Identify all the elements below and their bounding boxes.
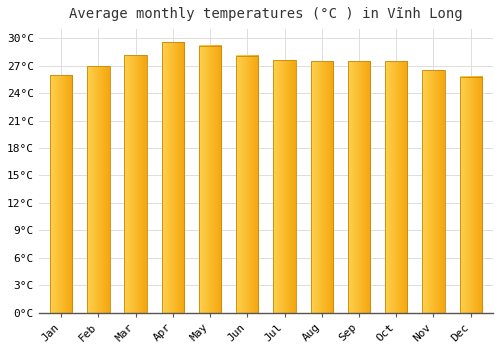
Bar xyxy=(124,55,147,313)
Bar xyxy=(50,75,72,313)
Bar xyxy=(310,61,333,313)
Title: Average monthly temperatures (°C ) in Vĩnh Long: Average monthly temperatures (°C ) in Vĩ… xyxy=(69,7,462,21)
Bar xyxy=(87,66,110,313)
Bar xyxy=(236,56,258,313)
Bar xyxy=(162,42,184,313)
Bar xyxy=(422,70,444,313)
Bar xyxy=(385,61,407,313)
Bar xyxy=(460,77,482,313)
Bar xyxy=(274,60,295,313)
Bar xyxy=(199,46,222,313)
Bar xyxy=(348,61,370,313)
